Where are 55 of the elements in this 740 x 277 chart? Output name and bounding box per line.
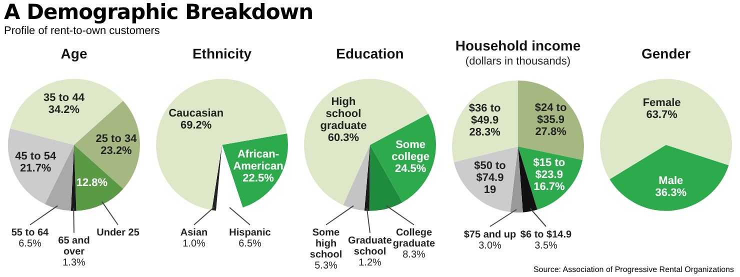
data-label: 6.5% <box>18 238 42 250</box>
data-label: 69.2% <box>180 120 212 132</box>
chart-title: Age <box>60 45 88 62</box>
slice-label: Hispanic <box>229 228 272 239</box>
data-label: 63.7% <box>646 108 678 121</box>
data-label: 60.3% <box>328 132 360 144</box>
slice-label: College graduate <box>392 228 436 250</box>
slice-label: $15 to $23.9 <box>533 157 566 182</box>
data-label: 12.8% <box>76 177 108 190</box>
slice-label: $75 and up <box>464 229 516 240</box>
slice-label: High school graduate <box>320 96 367 132</box>
source-note: Source: Association of Progressive Rental Organizations <box>533 265 734 274</box>
slice-label: Graduate school <box>348 236 392 258</box>
chart-title: Household income <box>455 37 581 54</box>
data-label: 23.2% <box>100 144 132 157</box>
slice-label: Male <box>658 174 684 187</box>
slice-label: Under 25 <box>96 228 140 239</box>
text: Profile of rent-to-own customers <box>4 24 161 38</box>
slice-label: $36 to $49.9 <box>468 102 501 126</box>
text: A Demographic Breakdown <box>4 0 314 24</box>
data-label: 21.7% <box>20 162 52 175</box>
data-label: 19 <box>484 184 496 196</box>
data-label: 36.3% <box>655 186 687 199</box>
slice-label: Caucasian <box>168 108 224 120</box>
slice-label: 65 and over <box>58 236 90 258</box>
slice-label: $24 to $35.9 <box>534 102 567 126</box>
slice-label: 45 to 54 <box>15 150 57 163</box>
data-label: 8.3% <box>402 250 426 261</box>
slice-label: $6 to $14.9 <box>520 229 572 240</box>
data-label: 5.3% <box>314 260 338 272</box>
data-label: 6.5% <box>238 238 262 250</box>
data-label: 1.3% <box>62 258 86 269</box>
data-label: 1.2% <box>358 258 382 269</box>
data-label: 24.5% <box>394 162 426 175</box>
slice-label: $50 to $74.9 <box>474 160 506 184</box>
slice-label: 25 to 34 <box>96 132 138 145</box>
slice-label: Some college <box>392 138 430 163</box>
data-label: 1.0% <box>182 238 206 250</box>
slice-label: 35 to 44 <box>43 92 86 104</box>
chart-title: Ethnicity <box>192 45 252 62</box>
data-label: 16.7% <box>534 181 566 194</box>
data-label: 28.3% <box>469 126 501 138</box>
data-label: 3.0% <box>478 240 502 252</box>
slice-label: Some high school <box>310 228 342 261</box>
data-label: 27.8% <box>535 126 567 138</box>
slice-label: African-American <box>233 148 284 173</box>
data-label: 3.5% <box>534 240 558 252</box>
chart-subtitle: (dollars in thousands) <box>465 55 571 68</box>
slice-label: 55 to 64 <box>11 228 50 239</box>
data-label: 22.5% <box>242 172 274 185</box>
chart-title: Education <box>336 45 404 62</box>
data-label: 34.2% <box>48 104 80 116</box>
slice-label: Female <box>642 96 681 109</box>
chart-title: Gender <box>641 45 692 62</box>
slice-label: Asian <box>180 228 208 239</box>
